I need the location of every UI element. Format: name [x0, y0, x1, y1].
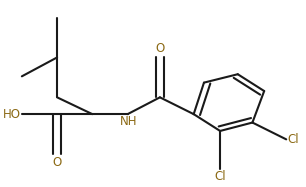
Text: O: O: [155, 42, 165, 55]
Text: Cl: Cl: [288, 133, 299, 146]
Text: NH: NH: [120, 115, 138, 128]
Text: O: O: [53, 156, 62, 169]
Text: Cl: Cl: [214, 170, 226, 183]
Text: HO: HO: [2, 108, 21, 121]
